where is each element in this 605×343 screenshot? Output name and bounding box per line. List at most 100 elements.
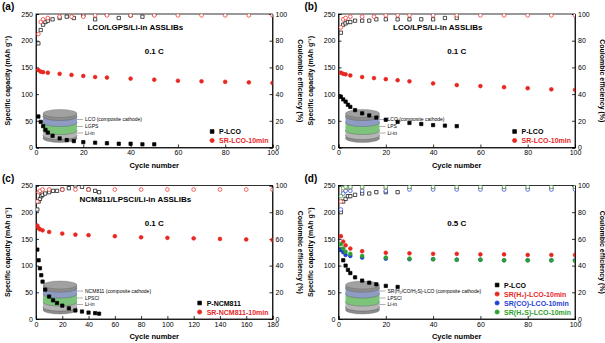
point — [139, 188, 143, 192]
point — [502, 85, 506, 89]
point — [526, 14, 530, 17]
point — [339, 25, 343, 29]
inset-leader — [77, 304, 83, 305]
tick-mark — [36, 148, 39, 149]
tick-label: 100 — [21, 262, 33, 269]
point — [479, 258, 483, 262]
x-axis: 020406080100 — [337, 145, 581, 157]
annotation: 0.1 C — [145, 219, 164, 228]
point — [360, 254, 364, 258]
tick: 40 — [270, 262, 284, 269]
legend-item: P-LCO — [495, 282, 526, 289]
point — [97, 312, 100, 315]
point — [344, 100, 347, 103]
chart-title: LCO/LGPS/Li-in ASSLIBs — [87, 23, 183, 32]
inset-label: SR(H₂/CO/H₂S)-LCO (composite cathode) — [388, 288, 482, 294]
point — [80, 310, 83, 313]
point — [360, 15, 364, 19]
point — [339, 31, 342, 34]
plot: 020406080100050100150200250020406080100C… — [307, 182, 605, 341]
series — [37, 115, 156, 146]
point — [368, 114, 371, 117]
point — [93, 141, 96, 144]
point — [384, 14, 388, 17]
tick-label: 150 — [21, 64, 33, 71]
point — [65, 15, 68, 18]
tick: 0 — [29, 144, 39, 151]
tick-label: 60 — [477, 149, 485, 156]
tick: 80 — [572, 209, 586, 216]
tick-mark — [339, 14, 342, 15]
point — [479, 14, 483, 17]
tick-label: 250 — [21, 182, 33, 189]
tick-mark — [386, 316, 387, 319]
point — [39, 120, 42, 123]
tick-mark — [572, 121, 575, 122]
tick: 20 — [572, 289, 586, 296]
axis-line — [339, 145, 576, 149]
annotation: 0.1 C — [447, 47, 466, 56]
x-axis: 020406080100 — [35, 145, 279, 157]
tick-label: 40 — [85, 321, 93, 328]
tick: 20 — [270, 118, 284, 125]
tick-mark — [433, 145, 434, 148]
point — [46, 71, 50, 75]
tick-mark — [89, 316, 90, 319]
point — [360, 279, 363, 282]
point — [431, 123, 434, 126]
inset: LCO (composite cathode)LPSLi-in — [346, 110, 445, 143]
y-axis: 050100150200250 — [21, 182, 39, 322]
legend-item: P-LCO — [210, 128, 241, 135]
point — [455, 186, 459, 189]
tick-label: 50 — [328, 289, 336, 296]
y2-axis: 020406080100 — [270, 11, 288, 152]
tick-mark — [36, 14, 39, 15]
point — [81, 74, 85, 78]
axis-line — [37, 186, 40, 320]
tick-label: 0 — [337, 321, 341, 328]
point — [87, 311, 90, 314]
tick-label: 0 — [276, 144, 280, 151]
tick-label: 120 — [188, 321, 200, 328]
point — [41, 228, 45, 232]
legend: P-LCOSR-LCO-10min — [210, 128, 269, 144]
point — [41, 17, 45, 21]
point — [455, 258, 459, 262]
point — [384, 189, 388, 193]
tick-label: 50 — [25, 289, 33, 296]
tick: 100 — [324, 91, 342, 98]
inset-label: LGPS — [85, 123, 99, 129]
tick: 150 — [21, 236, 39, 243]
plot-frame — [36, 186, 273, 320]
point — [396, 285, 399, 288]
tick-mark — [141, 316, 142, 319]
point — [37, 115, 40, 118]
tick-mark — [572, 148, 575, 149]
point — [117, 16, 120, 19]
legend-marker — [210, 130, 214, 134]
tick-label: 100 — [578, 11, 590, 18]
point — [271, 81, 273, 85]
inset-leader — [77, 119, 83, 120]
tick-label: 60 — [477, 321, 485, 328]
panel-label: (d) — [305, 173, 318, 184]
point — [153, 143, 156, 146]
point — [176, 14, 180, 17]
tick: 80 — [222, 145, 230, 157]
point — [200, 14, 204, 17]
tick-label: 40 — [578, 262, 586, 269]
point — [420, 122, 423, 125]
y2-axis: 020406080100 — [572, 182, 590, 322]
point — [244, 188, 248, 192]
x-axis: 020406080100 — [337, 316, 581, 328]
point — [479, 84, 483, 88]
inset-leader — [380, 126, 386, 127]
legend-item: SR(CO)-LCO-10min — [495, 300, 569, 308]
tick: 100 — [162, 316, 174, 328]
tick: 50 — [328, 289, 342, 296]
axis-line — [37, 316, 274, 320]
point — [396, 78, 400, 82]
point — [526, 258, 530, 262]
y2-axis: 020406080100 — [270, 182, 288, 322]
point — [349, 195, 352, 198]
